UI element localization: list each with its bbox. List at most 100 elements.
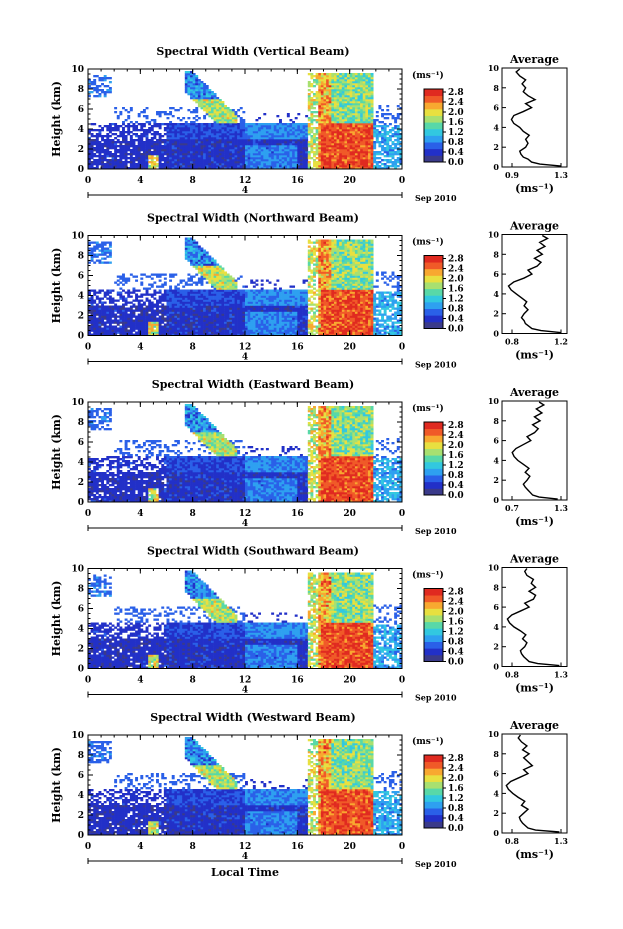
heat-cell	[284, 147, 287, 149]
heat-cell	[201, 131, 204, 133]
heat-cell	[295, 151, 298, 153]
heat-cell	[182, 326, 185, 328]
heat-cell	[180, 139, 183, 141]
heat-cell	[324, 81, 327, 83]
heat-cell	[117, 145, 120, 147]
heat-cell	[130, 332, 133, 334]
heat-cell	[284, 163, 287, 165]
heat-cell	[185, 302, 188, 304]
heat-cell	[305, 131, 308, 133]
heat-cell	[193, 127, 196, 129]
heat-cell	[289, 127, 292, 129]
heat-cell	[219, 139, 222, 141]
heat-cell	[350, 139, 353, 141]
heat-cell	[169, 143, 172, 145]
heat-cell	[269, 135, 272, 137]
heat-cell	[201, 161, 204, 163]
heat-cell	[203, 272, 206, 274]
heat-cell	[339, 139, 342, 141]
heat-cell	[373, 121, 376, 123]
heat-cell	[125, 119, 128, 121]
heat-cell	[93, 256, 96, 258]
heat-cell	[153, 292, 156, 294]
heat-cell	[350, 101, 353, 103]
heat-cell	[258, 117, 261, 119]
heat-cell	[201, 83, 204, 85]
heat-cell	[214, 117, 217, 119]
heat-cell	[122, 151, 125, 153]
heat-cell	[344, 147, 347, 149]
heat-cell	[287, 145, 290, 147]
heat-cell	[279, 131, 282, 133]
heat-cell	[193, 302, 196, 304]
heat-cell	[360, 147, 363, 149]
heat-cell	[177, 328, 180, 330]
heat-cell	[342, 101, 345, 103]
heat-cell	[195, 95, 198, 97]
heat-cell	[112, 127, 115, 129]
heat-cell	[358, 103, 361, 105]
heat-cell	[146, 330, 149, 332]
heat-cell	[310, 145, 313, 147]
heat-cell	[167, 117, 170, 119]
heat-cell	[187, 85, 190, 87]
heat-cell	[206, 272, 209, 274]
heat-cell	[203, 322, 206, 324]
heat-cell	[331, 103, 334, 105]
heat-cell	[135, 328, 138, 330]
heat-cell	[329, 153, 332, 155]
heat-cell	[261, 165, 264, 167]
heat-cell	[127, 127, 130, 129]
heat-cell	[182, 163, 185, 165]
heat-cell	[140, 143, 143, 145]
heat-cell	[397, 157, 400, 159]
heat-cell	[371, 137, 374, 139]
heat-cell	[271, 131, 274, 133]
heat-cell	[363, 79, 366, 81]
heat-cell	[363, 125, 366, 127]
heat-cell	[368, 133, 371, 135]
heat-cell	[167, 312, 170, 314]
heat-cell	[386, 143, 389, 145]
heat-cell	[180, 300, 183, 302]
heat-cell	[214, 153, 217, 155]
heat-cell	[337, 125, 340, 127]
heat-cell	[258, 155, 261, 157]
heat-cell	[381, 125, 384, 127]
heat-cell	[206, 296, 209, 298]
heat-cell	[182, 324, 185, 326]
heat-cell	[321, 121, 324, 123]
heat-cell	[193, 109, 196, 111]
heat-cell	[140, 133, 143, 135]
heat-cell	[342, 83, 345, 85]
heat-cell	[334, 161, 337, 163]
heat-cell	[216, 153, 219, 155]
heat-cell	[190, 254, 193, 256]
heat-cell	[363, 101, 366, 103]
heat-cell	[266, 141, 269, 143]
heat-cell	[211, 270, 214, 272]
heat-cell	[381, 153, 384, 155]
heat-cell	[261, 147, 264, 149]
heat-cell	[342, 111, 345, 113]
heat-cell	[159, 165, 162, 167]
heat-cell	[253, 143, 256, 145]
heat-cell	[187, 127, 190, 129]
heat-cell	[203, 300, 206, 302]
heat-cell	[208, 272, 211, 274]
heat-cell	[201, 137, 204, 139]
heat-cell	[214, 119, 217, 121]
heat-cell	[235, 125, 238, 127]
heat-cell	[271, 147, 274, 149]
heat-cell	[313, 115, 316, 117]
heat-cell	[287, 137, 290, 139]
heat-cell	[297, 151, 300, 153]
heat-cell	[216, 113, 219, 115]
heat-cell	[177, 141, 180, 143]
heat-cell	[174, 153, 177, 155]
heat-cell	[334, 163, 337, 165]
heat-cell	[180, 314, 183, 316]
heat-cell	[106, 332, 109, 334]
heat-cell	[227, 143, 230, 145]
heat-cell	[331, 81, 334, 83]
